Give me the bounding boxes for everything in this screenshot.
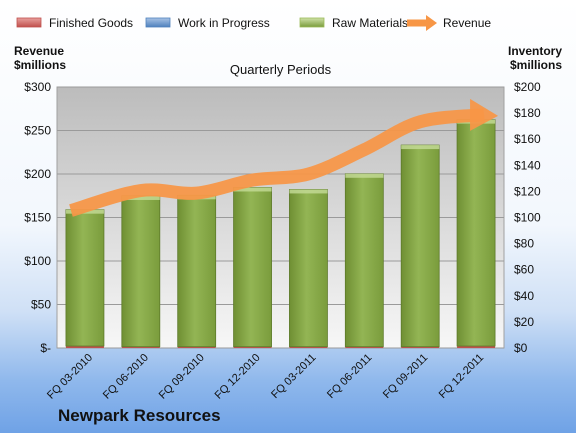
left-tick-label: $150 xyxy=(24,211,51,225)
right-axis-label: $millions xyxy=(510,58,562,72)
bar-finished-goods xyxy=(401,346,440,348)
bar-finished-goods xyxy=(233,346,272,348)
chart-title: Quarterly Periods xyxy=(230,62,332,77)
bar-raw-materials xyxy=(400,144,440,348)
bar-raw-materials xyxy=(344,173,384,348)
right-axis-label: Inventory xyxy=(508,44,562,58)
bar-finished-goods xyxy=(121,346,160,348)
bar-raw-materials-cap xyxy=(233,187,272,192)
right-tick-label: $40 xyxy=(514,289,534,303)
bar-raw-materials xyxy=(121,195,161,348)
bar-raw-materials xyxy=(456,119,496,347)
x-tick-label: FQ 09-2011 xyxy=(381,352,430,401)
bar-raw-materials-cap xyxy=(345,173,384,178)
revenue-line xyxy=(69,108,485,217)
left-tick-label: $200 xyxy=(24,167,51,181)
bar-finished-goods xyxy=(457,346,496,348)
left-axis-label: Revenue xyxy=(14,44,64,58)
legend-swatch xyxy=(145,17,171,28)
bar-finished-goods xyxy=(65,346,104,348)
legend-label: Raw Materials xyxy=(332,16,408,30)
left-tick-label: $250 xyxy=(24,124,51,138)
right-tick-label: $160 xyxy=(514,132,541,146)
left-tick-label: $300 xyxy=(24,80,51,94)
revenue-arrowhead xyxy=(470,98,499,131)
left-tick-label: $- xyxy=(40,341,51,355)
x-tick-label: FQ 06-2011 xyxy=(325,352,374,401)
bar-raw-materials xyxy=(177,194,217,348)
bar-raw-materials-cap xyxy=(401,145,440,150)
legend-swatch xyxy=(299,17,325,28)
right-tick-label: $60 xyxy=(514,263,534,277)
bar-raw-materials-cap xyxy=(289,189,328,194)
company-name: Newpark Resources xyxy=(58,406,221,425)
legend-swatch xyxy=(16,17,42,28)
right-tick-label: $120 xyxy=(514,184,541,198)
x-tick-label: FQ 06-2010 xyxy=(101,352,151,402)
left-axis-label: $millions xyxy=(14,58,66,72)
left-tick-label: $100 xyxy=(24,254,51,268)
legend-label: Revenue xyxy=(443,16,491,30)
legend-arrowhead xyxy=(426,15,437,31)
right-tick-label: $180 xyxy=(514,106,541,120)
left-tick-label: $50 xyxy=(31,298,51,312)
bar-raw-materials-cap xyxy=(121,195,160,200)
bar-finished-goods xyxy=(177,346,216,348)
x-tick-label: FQ 09-2010 xyxy=(157,352,207,402)
bar-raw-materials xyxy=(65,209,105,347)
x-tick-label: FQ 03-2010 xyxy=(45,352,95,402)
right-tick-label: $140 xyxy=(514,158,541,172)
right-tick-label: $100 xyxy=(514,211,541,225)
legend-label: Finished Goods xyxy=(49,16,133,30)
bar-finished-goods xyxy=(345,346,384,348)
legend-label: Work in Progress xyxy=(178,16,270,30)
x-tick-label: FQ 03-2011 xyxy=(269,352,318,401)
bar-raw-materials xyxy=(233,187,272,348)
x-tick-label: FQ 12-2010 xyxy=(213,352,263,402)
right-tick-label: $200 xyxy=(514,80,541,94)
right-tick-label: $80 xyxy=(514,237,534,251)
right-tick-label: $20 xyxy=(514,315,534,329)
right-tick-label: $0 xyxy=(514,341,528,355)
bar-finished-goods xyxy=(289,346,328,348)
x-tick-label: FQ 12-2011 xyxy=(437,352,486,401)
bar-raw-materials xyxy=(289,189,328,348)
